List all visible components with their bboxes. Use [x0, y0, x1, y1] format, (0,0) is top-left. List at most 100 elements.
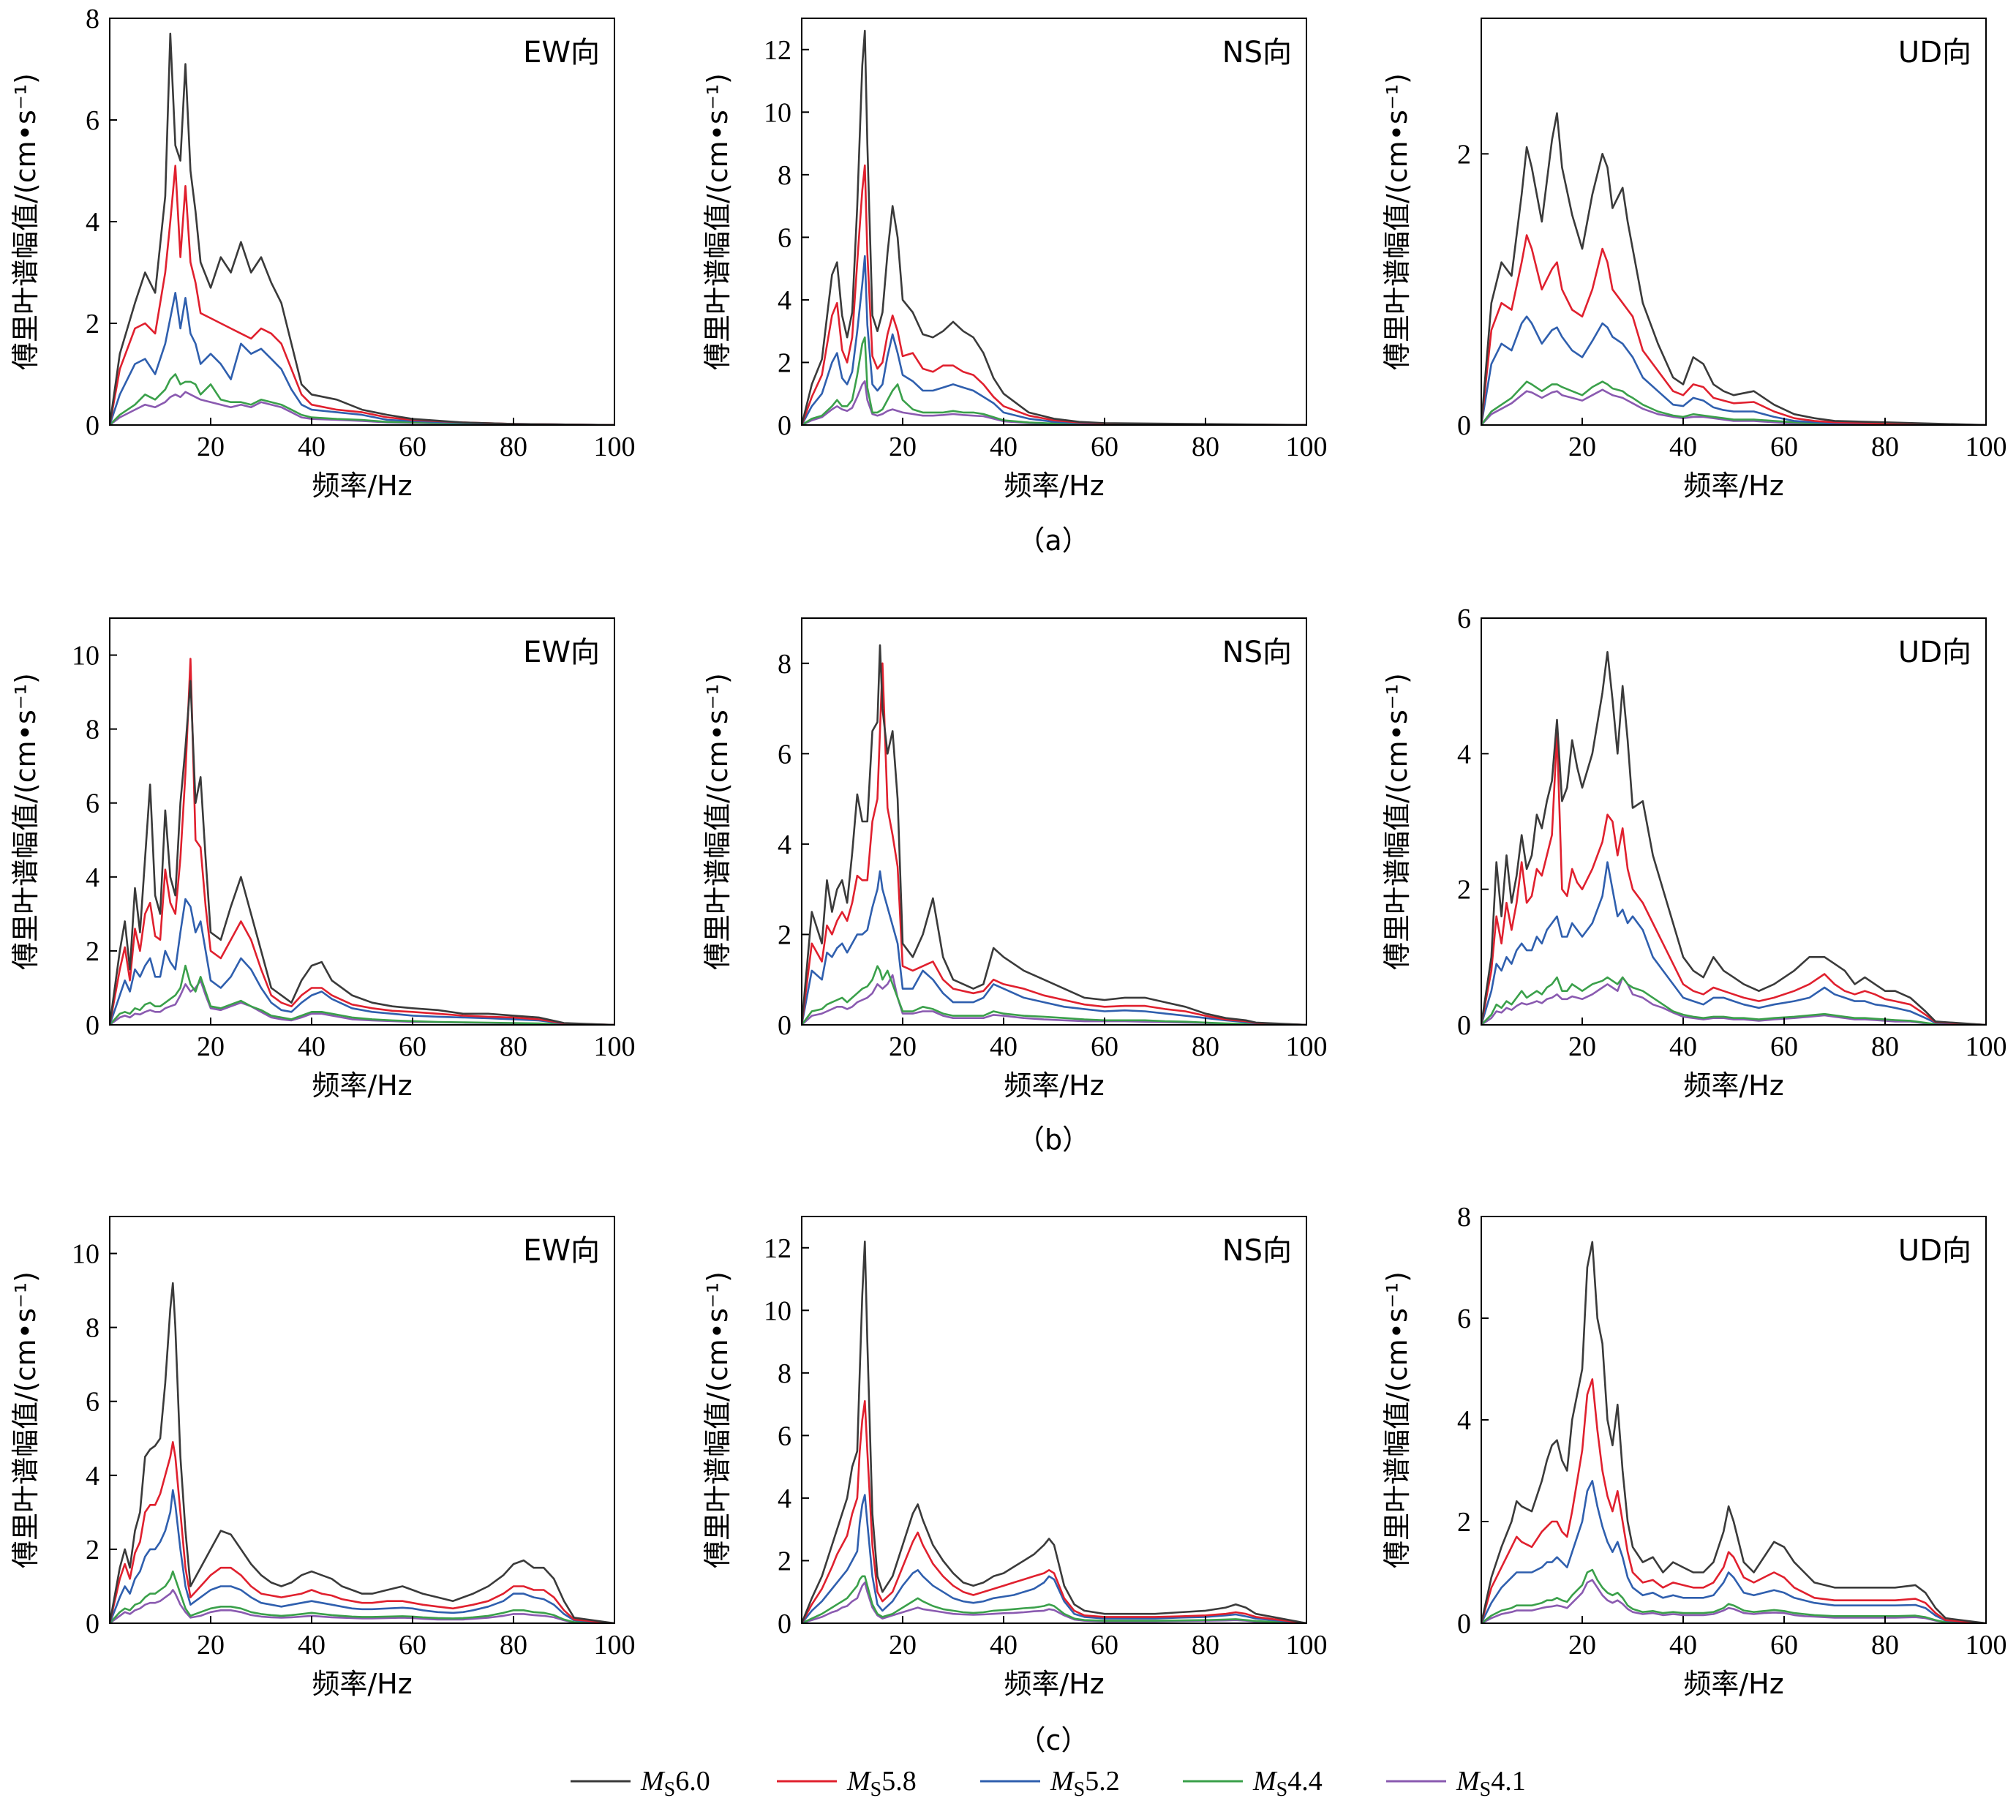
y-tick-label: 0 [86, 1609, 99, 1639]
x-tick-label: 100 [1966, 432, 2007, 462]
series-line-ms5-2 [802, 255, 1306, 425]
panel-title: NS向 [1222, 636, 1292, 669]
x-axis-label: 频率/Hz [312, 1069, 412, 1102]
x-tick-label: 20 [889, 1630, 917, 1661]
x-tick-label: 20 [197, 1630, 225, 1661]
y-tick-label: 0 [778, 1609, 791, 1639]
series-line-ms4-1 [1481, 388, 1986, 425]
x-axis-label: 频率/Hz [312, 1668, 412, 1700]
series-line-ms5-2 [1481, 1480, 1986, 1623]
x-tick-label: 60 [399, 1630, 426, 1661]
plot-frame [801, 617, 1307, 1026]
x-tick-label: 80 [1192, 1031, 1219, 1062]
x-tick-label: 20 [1568, 1630, 1596, 1661]
y-tick-label: 0 [778, 410, 791, 441]
y-tick-label: 8 [778, 649, 791, 680]
series-line-ms6-0 [1481, 1241, 1986, 1623]
x-tick-label: 60 [1770, 1630, 1798, 1661]
series-line-ms4-4 [1481, 380, 1986, 425]
series-line-ms4-1 [1481, 1579, 1986, 1623]
x-axis-label: 频率/Hz [1683, 1668, 1783, 1700]
series-line-ms5-8 [802, 164, 1306, 425]
series-line-ms4-4 [802, 336, 1306, 425]
panel-title: UD向 [1898, 36, 1971, 69]
y-tick-label: 2 [778, 347, 791, 378]
plot-frame [801, 1216, 1307, 1624]
x-tick-label: 100 [1966, 1031, 2007, 1062]
panel-title: EW向 [523, 1234, 600, 1268]
plot-frame [801, 18, 1307, 426]
x-tick-label: 80 [1192, 432, 1219, 462]
x-tick-label: 100 [1966, 1630, 2007, 1661]
series-line-ms6-0 [1481, 112, 1986, 425]
y-tick-label: 10 [72, 641, 99, 672]
y-axis-label: 傅里叶谱幅值/(cm•s⁻¹) [1381, 1271, 1413, 1568]
x-tick-label: 60 [1091, 1630, 1118, 1661]
y-tick-label: 0 [86, 410, 99, 441]
legend-label: MS4.1 [1456, 1766, 1526, 1801]
x-tick-label: 40 [990, 432, 1018, 462]
series-group [110, 658, 614, 1025]
series-group [1481, 1241, 1986, 1623]
series-group [1481, 112, 1986, 425]
y-axis-label: 傅里叶谱幅值/(cm•s⁻¹) [10, 73, 42, 370]
legend-item: MS5.8 [777, 1766, 917, 1801]
series-line-ms6-0 [110, 1282, 614, 1623]
x-tick-label: 60 [399, 1031, 426, 1062]
legend: MS6.0 MS5.8 MS5.2 MS4.4 MS4.1 [571, 1766, 1526, 1801]
panels: 20 40 60 80 10002468EW向频率/Hz傅里叶谱幅值/(cm•s⁻¹)2… [10, 4, 2007, 1700]
y-tick-label: 6 [778, 739, 791, 770]
y-axis-label: 傅里叶谱幅值/(cm•s⁻¹) [702, 1271, 734, 1568]
x-tick-label: 20 [197, 1031, 225, 1062]
series-line-ms5-8 [110, 658, 614, 1025]
series-line-ms4-4 [110, 373, 614, 425]
y-tick-label: 4 [778, 1484, 791, 1514]
x-tick-label: 80 [1192, 1630, 1219, 1661]
y-axis-label: 傅里叶谱幅值/(cm•s⁻¹) [1381, 73, 1413, 370]
series-line-ms4-4 [1481, 1568, 1986, 1623]
y-tick-label: 0 [1457, 1609, 1471, 1639]
y-tick-label: 4 [1457, 739, 1471, 770]
y-tick-label: 2 [778, 1546, 791, 1576]
x-axis-label: 频率/Hz [1004, 1069, 1104, 1102]
y-tick-label: 4 [778, 830, 791, 860]
y-tick-label: 4 [1457, 1405, 1471, 1436]
y-tick-label: 12 [764, 1233, 791, 1264]
y-tick-label: 6 [86, 105, 99, 136]
series-line-ms5-8 [110, 1441, 614, 1623]
x-tick-label: 80 [1871, 1031, 1899, 1062]
series-line-ms5-2 [110, 1489, 614, 1623]
series-group [110, 32, 614, 425]
y-tick-label: 6 [1457, 603, 1471, 634]
series-line-ms4-1 [802, 974, 1306, 1025]
y-axis-label: 傅里叶谱幅值/(cm•s⁻¹) [702, 73, 734, 370]
y-tick-label: 2 [778, 920, 791, 950]
x-tick-label: 20 [1568, 1031, 1596, 1062]
x-tick-label: 40 [1669, 1630, 1697, 1661]
series-line-ms5-2 [1481, 861, 1986, 1025]
x-axis-label: 频率/Hz [1004, 1668, 1104, 1700]
x-tick-label: 80 [1871, 1630, 1899, 1661]
series-line-ms4-1 [1481, 976, 1986, 1025]
y-tick-label: 4 [86, 1461, 99, 1492]
plot-frame [109, 1216, 615, 1624]
plot-frame [109, 617, 615, 1026]
y-tick-label: 2 [86, 1535, 99, 1565]
panel-title: NS向 [1222, 36, 1292, 69]
y-tick-label: 2 [86, 309, 99, 339]
y-tick-label: 4 [778, 285, 791, 316]
y-tick-label: 0 [1457, 410, 1471, 441]
x-tick-label: 20 [889, 432, 917, 462]
y-tick-label: 10 [764, 1296, 791, 1326]
series-group [1481, 650, 1986, 1025]
legend-label: MS4.4 [1252, 1766, 1323, 1801]
x-tick-label: 40 [990, 1630, 1018, 1661]
series-line-ms6-0 [110, 32, 614, 425]
plot-frame [1481, 1216, 1987, 1624]
